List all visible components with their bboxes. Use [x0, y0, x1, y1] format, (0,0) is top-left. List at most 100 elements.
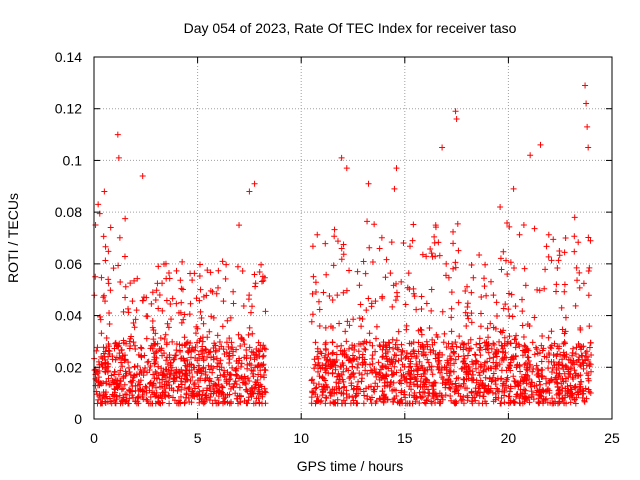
data-point [105, 248, 112, 255]
data-point [313, 289, 320, 296]
data-point [477, 364, 484, 371]
data-point [503, 384, 510, 391]
data-point [143, 384, 150, 391]
data-point [226, 400, 233, 407]
data-point [127, 343, 134, 350]
data-point [212, 381, 219, 388]
data-point [546, 387, 553, 394]
data-point [542, 266, 549, 273]
data-point [434, 363, 441, 370]
data-point [536, 386, 543, 393]
data-point [314, 231, 321, 238]
data-point [218, 364, 225, 371]
data-point [226, 350, 233, 357]
data-point [123, 370, 130, 377]
data-point [341, 351, 348, 358]
data-point [391, 395, 398, 402]
data-point [383, 373, 390, 380]
data-point [413, 366, 420, 373]
data-point [499, 342, 506, 349]
data-point [131, 324, 138, 331]
data-point [346, 345, 353, 352]
data-point [327, 363, 334, 370]
data-point [565, 387, 572, 394]
data-point [477, 377, 484, 384]
data-point [382, 274, 389, 281]
data-point [487, 320, 494, 327]
data-point [489, 389, 496, 396]
data-point-peak [585, 144, 592, 151]
data-point [538, 358, 545, 365]
data-point [223, 380, 230, 387]
data-point [199, 391, 206, 398]
data-point [196, 261, 203, 268]
data-point [486, 355, 493, 362]
data-point [122, 283, 129, 290]
data-point [575, 357, 582, 364]
data-point [506, 223, 513, 230]
data-point [512, 303, 519, 310]
data-point [120, 394, 127, 401]
data-point [131, 277, 138, 284]
data-point [575, 372, 582, 379]
data-point [176, 368, 183, 375]
data-point [166, 400, 173, 407]
data-point [205, 349, 212, 356]
data-points [91, 82, 595, 407]
data-point [467, 368, 474, 375]
data-point [586, 344, 593, 351]
data-point [510, 373, 517, 380]
data-point [230, 300, 237, 307]
data-point [196, 399, 203, 406]
data-point [430, 386, 437, 393]
data-point [531, 225, 538, 232]
data-point [103, 378, 110, 385]
data-point [130, 320, 137, 327]
data-point [248, 309, 254, 316]
data-point [174, 387, 181, 394]
data-point [520, 334, 527, 341]
data-point [185, 347, 192, 354]
data-point [359, 351, 366, 358]
data-point [314, 353, 321, 360]
data-point [417, 393, 424, 400]
data-point [173, 300, 180, 307]
data-point [441, 330, 448, 337]
data-point [330, 262, 337, 269]
data-point [108, 372, 115, 379]
data-point-peak [584, 123, 591, 130]
data-point [158, 365, 165, 372]
data-point [470, 377, 477, 384]
data-point [586, 264, 593, 271]
data-point [184, 339, 191, 346]
data-point [104, 363, 111, 370]
data-point [406, 383, 413, 390]
data-point [354, 268, 361, 275]
data-point [507, 385, 514, 392]
data-point [121, 253, 128, 260]
data-point [536, 378, 543, 385]
data-point [571, 367, 578, 374]
data-point-peak [527, 152, 534, 159]
data-point [155, 363, 162, 370]
data-point [188, 361, 195, 368]
data-point [116, 354, 123, 361]
data-point [334, 396, 341, 403]
data-point [315, 298, 322, 305]
data-point [185, 385, 192, 392]
data-point [342, 328, 349, 335]
data-point [575, 388, 582, 395]
data-point [519, 322, 526, 329]
data-point [568, 359, 575, 366]
data-point [163, 357, 170, 364]
data-point [516, 231, 523, 238]
data-point [519, 296, 526, 303]
data-point [330, 349, 337, 356]
data-point [361, 345, 368, 352]
data-point [344, 318, 351, 325]
data-point [92, 222, 99, 229]
data-point [492, 390, 499, 397]
data-point [406, 392, 413, 399]
data-point [341, 383, 348, 390]
data-point [554, 264, 561, 271]
